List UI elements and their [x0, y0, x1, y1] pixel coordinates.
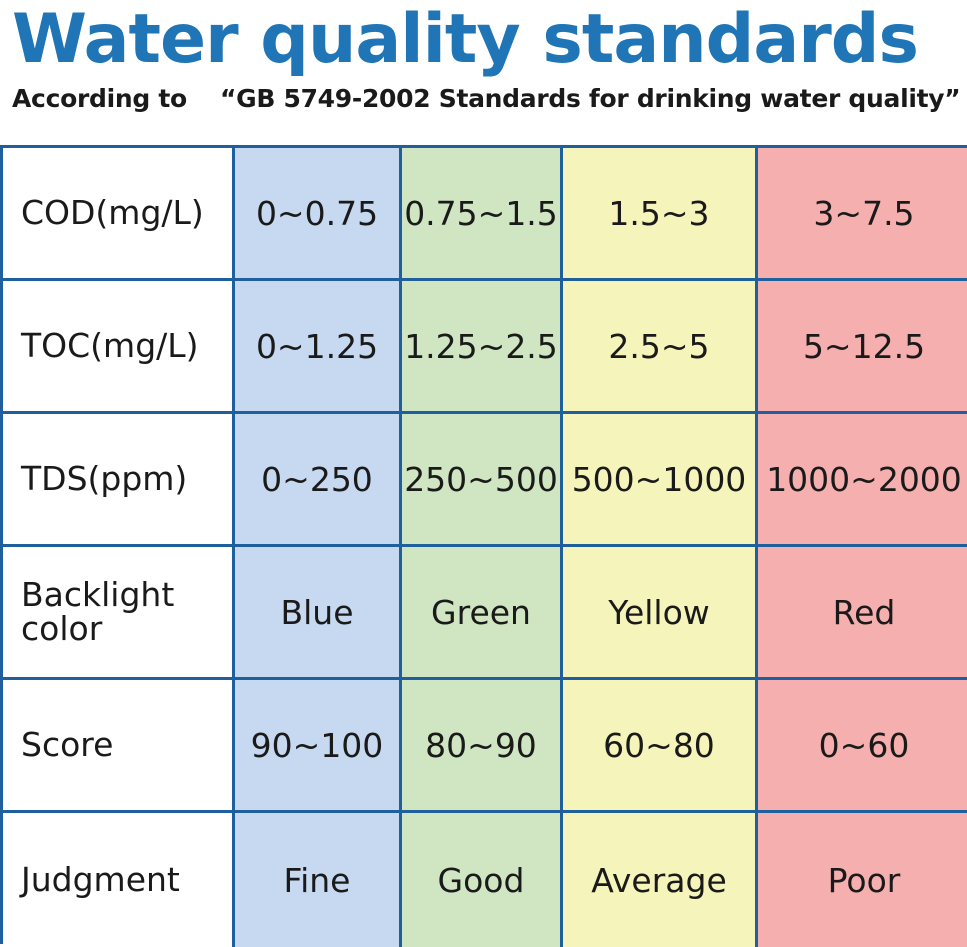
- table-cell: 3~7.5: [758, 148, 967, 281]
- table-cell: 2.5~5: [563, 281, 758, 414]
- row-label-cod: COD(mg/L): [3, 148, 235, 281]
- row-label-toc: TOC(mg/L): [3, 281, 235, 414]
- table-cell: 0~250: [235, 414, 402, 547]
- table-cell: Fine: [235, 813, 402, 947]
- row-label-score: Score: [3, 680, 235, 813]
- table-cell: Poor: [758, 813, 967, 947]
- table-cell: Blue: [235, 547, 402, 680]
- table-cell: 0~60: [758, 680, 967, 813]
- table-cell: 60~80: [563, 680, 758, 813]
- table-cell: Yellow: [563, 547, 758, 680]
- table-cell: Green: [402, 547, 563, 680]
- standards-table: COD(mg/L) 0~0.75 0.75~1.5 1.5~3 3~7.5 TO…: [0, 145, 967, 947]
- table-cell: 1.25~2.5: [402, 281, 563, 414]
- table-cell: Good: [402, 813, 563, 947]
- table-cell: 80~90: [402, 680, 563, 813]
- page-subtitle: According to “GB 5749-2002 Standards for…: [12, 84, 961, 113]
- table-cell: 1000~2000: [758, 414, 967, 547]
- table-cell: 1.5~3: [563, 148, 758, 281]
- table-cell: 0.75~1.5: [402, 148, 563, 281]
- page-title: Water quality standards: [12, 0, 919, 79]
- row-label-backlight-color: Backlight color: [3, 547, 235, 680]
- row-label-judgment: Judgment: [3, 813, 235, 947]
- table-cell: 0~1.25: [235, 281, 402, 414]
- table-cell: Average: [563, 813, 758, 947]
- table-cell: Red: [758, 547, 967, 680]
- table-cell: 500~1000: [563, 414, 758, 547]
- table-cell: 5~12.5: [758, 281, 967, 414]
- table-cell: 90~100: [235, 680, 402, 813]
- table-cell: 250~500: [402, 414, 563, 547]
- table-cell: 0~0.75: [235, 148, 402, 281]
- row-label-tds: TDS(ppm): [3, 414, 235, 547]
